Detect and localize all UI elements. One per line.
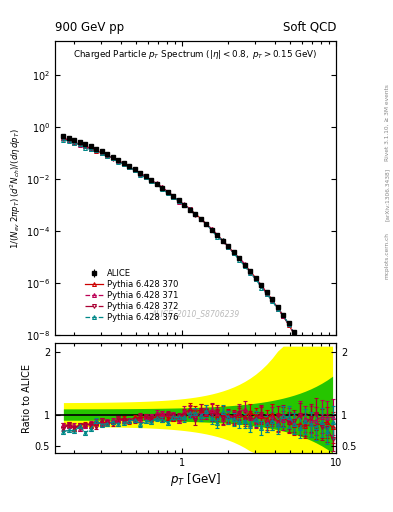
Text: ALICE_2010_S8706239: ALICE_2010_S8706239 — [151, 309, 240, 317]
X-axis label: $p_T$ [GeV]: $p_T$ [GeV] — [170, 471, 221, 488]
Text: 900 GeV pp: 900 GeV pp — [55, 20, 124, 34]
Text: Rivet 3.1.10, ≥ 3M events: Rivet 3.1.10, ≥ 3M events — [385, 84, 389, 161]
Text: mcplots.cern.ch: mcplots.cern.ch — [385, 232, 389, 280]
Text: [arXiv:1306.3438]: [arXiv:1306.3438] — [385, 168, 389, 221]
Y-axis label: $1/(N_{ev}\,2\pi p_T)\,(d^2N_{ch})/(d\eta\,dp_T)$: $1/(N_{ev}\,2\pi p_T)\,(d^2N_{ch})/(d\et… — [9, 127, 23, 249]
Y-axis label: Ratio to ALICE: Ratio to ALICE — [22, 364, 32, 433]
Legend: ALICE, Pythia 6.428 370, Pythia 6.428 371, Pythia 6.428 372, Pythia 6.428 376: ALICE, Pythia 6.428 370, Pythia 6.428 37… — [82, 265, 182, 325]
Text: Charged Particle $p_T$ Spectrum ($|\eta|<0.8,\;p_T>0.15$ GeV): Charged Particle $p_T$ Spectrum ($|\eta|… — [73, 48, 318, 61]
Text: Soft QCD: Soft QCD — [283, 20, 336, 34]
